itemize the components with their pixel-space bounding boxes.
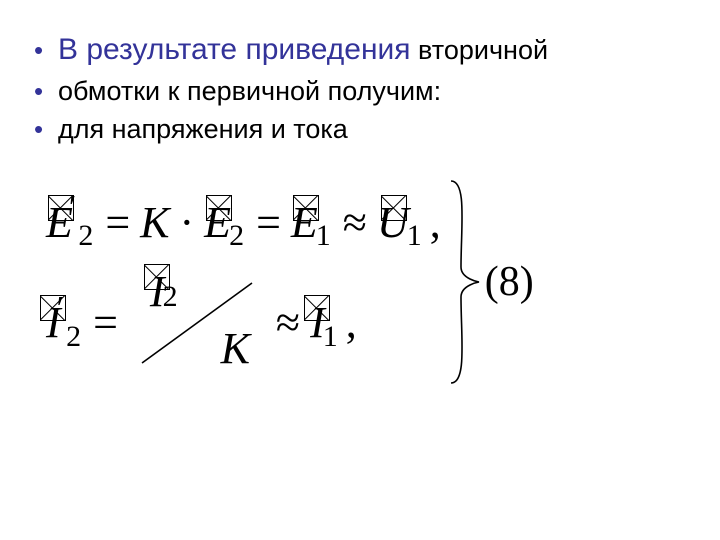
bullet-dot: • — [34, 33, 58, 68]
subscript: 1 — [316, 219, 331, 253]
var-U1: U 1 — [377, 197, 424, 248]
letter-U: U — [377, 197, 409, 248]
var-K: K — [140, 197, 169, 248]
equation-current: I ′ 2 = I 2 — [46, 278, 441, 368]
var-I2-prime: I ′ 2 — [46, 297, 83, 348]
formula-column: E ′ 2 = K · E 2 = E 1 — [46, 197, 441, 368]
subscript: 2 — [66, 320, 81, 354]
var-E2-prime: E ′ 2 — [46, 197, 95, 248]
subscript: 1 — [323, 320, 338, 354]
bullet-dot: • — [34, 112, 58, 147]
equation-voltage: E ′ 2 = K · E 2 = E 1 — [46, 197, 441, 248]
slide: • В результате приведения вторичной • об… — [0, 0, 720, 540]
tail-text: вторичной — [411, 35, 549, 65]
prime-mark: ′ — [57, 290, 64, 328]
var-I1: I 1 — [310, 297, 340, 348]
fraction-I2-over-K: I 2 K — [132, 278, 262, 368]
approx: ≈ — [266, 297, 310, 348]
subscript: 2 — [229, 219, 244, 253]
cdot: · — [170, 197, 205, 248]
equals: = — [95, 197, 140, 248]
var-K: K — [221, 323, 250, 374]
bullet-line-2: • обмотки к первичной получим: — [34, 73, 686, 109]
formula-block: E ′ 2 = K · E 2 = E 1 — [34, 177, 686, 387]
var-E1: E 1 — [291, 197, 333, 248]
bullet-text: для напряжения и тока — [58, 111, 348, 147]
equals: = — [83, 297, 128, 348]
bullet-list: • В результате приведения вторичной • об… — [34, 30, 686, 147]
bullet-line-3: • для напряжения и тока — [34, 111, 686, 147]
prime-mark: ′ — [69, 189, 76, 227]
subscript: 1 — [407, 219, 422, 253]
bullet-text: В результате приведения вторичной — [58, 30, 548, 71]
letter-E: E — [291, 197, 318, 248]
emphasized-phrase: В результате приведения — [58, 33, 411, 66]
bullet-text: обмотки к первичной получим: — [58, 73, 441, 109]
bullet-line-1: • В результате приведения вторичной — [34, 30, 686, 71]
equals: = — [246, 197, 291, 248]
var-E2: E 2 — [204, 197, 246, 248]
equation-number: (8) — [481, 258, 534, 306]
right-brace: (8) — [445, 177, 534, 387]
letter-E: E — [204, 197, 231, 248]
comma: , — [340, 297, 357, 348]
bullet-dot: • — [34, 74, 58, 109]
brace-icon — [445, 177, 481, 387]
approx: ≈ — [333, 197, 377, 248]
comma: , — [424, 197, 441, 248]
subscript: 2 — [78, 219, 93, 253]
